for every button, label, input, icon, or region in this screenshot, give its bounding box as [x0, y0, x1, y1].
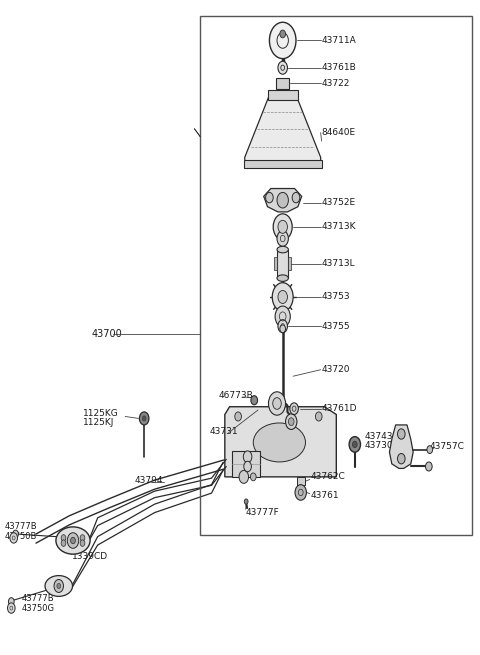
Text: 43752E: 43752E	[322, 198, 356, 207]
Circle shape	[61, 540, 66, 546]
Text: 1125KG: 1125KG	[83, 409, 118, 418]
Circle shape	[425, 462, 432, 471]
Circle shape	[278, 220, 288, 233]
Bar	[244, 160, 322, 168]
Text: 46773B: 46773B	[219, 391, 253, 400]
Circle shape	[292, 193, 300, 203]
Ellipse shape	[45, 576, 72, 596]
Text: 1125KJ: 1125KJ	[83, 419, 114, 428]
Circle shape	[280, 30, 286, 38]
Bar	[232, 451, 261, 477]
Circle shape	[265, 193, 273, 203]
Circle shape	[397, 429, 405, 440]
Text: 43750G: 43750G	[22, 603, 55, 612]
Circle shape	[272, 283, 293, 311]
Circle shape	[13, 530, 18, 538]
Text: 43720: 43720	[322, 365, 350, 374]
Circle shape	[290, 403, 299, 415]
Circle shape	[278, 320, 288, 333]
Circle shape	[349, 437, 360, 452]
Circle shape	[67, 533, 79, 548]
Circle shape	[142, 416, 146, 421]
Text: 1339CD: 1339CD	[72, 552, 108, 561]
Circle shape	[9, 597, 14, 605]
Bar	[276, 78, 289, 88]
Text: 43700: 43700	[92, 329, 123, 339]
Circle shape	[427, 445, 432, 453]
Text: 84640E: 84640E	[322, 128, 356, 137]
Polygon shape	[389, 425, 413, 468]
Circle shape	[8, 603, 15, 613]
Circle shape	[243, 451, 252, 462]
Ellipse shape	[56, 527, 90, 554]
Text: 43762C: 43762C	[310, 472, 345, 481]
Circle shape	[277, 231, 288, 246]
Bar	[288, 257, 291, 271]
Bar	[297, 477, 304, 485]
Text: 43711A: 43711A	[322, 36, 356, 45]
Circle shape	[80, 534, 85, 541]
Circle shape	[273, 398, 281, 409]
Bar	[274, 257, 277, 271]
Circle shape	[268, 392, 286, 415]
Circle shape	[352, 441, 357, 447]
Polygon shape	[245, 95, 321, 164]
Circle shape	[275, 306, 290, 327]
Text: 43777F: 43777F	[246, 508, 279, 517]
Circle shape	[286, 414, 297, 430]
Circle shape	[61, 534, 66, 541]
Circle shape	[80, 540, 85, 546]
Circle shape	[235, 412, 241, 421]
Text: 43757C: 43757C	[430, 443, 465, 451]
Text: 43777B: 43777B	[4, 523, 37, 531]
Circle shape	[288, 418, 294, 426]
Text: 43743D: 43743D	[364, 432, 400, 441]
Ellipse shape	[277, 246, 288, 253]
Bar	[200, 16, 472, 535]
Circle shape	[139, 412, 149, 425]
Circle shape	[278, 61, 288, 74]
Text: 43713L: 43713L	[322, 259, 355, 269]
Circle shape	[244, 499, 248, 504]
Ellipse shape	[277, 275, 288, 282]
Text: 43753: 43753	[322, 293, 350, 301]
Circle shape	[397, 453, 405, 464]
Text: 43731: 43731	[209, 427, 238, 436]
Bar	[267, 90, 298, 100]
Circle shape	[273, 214, 292, 240]
Polygon shape	[264, 189, 301, 212]
Circle shape	[71, 537, 75, 544]
Ellipse shape	[253, 423, 305, 462]
Text: 43777B: 43777B	[22, 595, 54, 603]
Circle shape	[54, 580, 63, 593]
Circle shape	[251, 473, 256, 481]
Text: 43713K: 43713K	[322, 222, 356, 231]
Text: 43761: 43761	[310, 491, 339, 500]
Circle shape	[280, 325, 286, 333]
Text: 43761B: 43761B	[322, 64, 356, 72]
Circle shape	[57, 584, 60, 589]
Circle shape	[277, 193, 288, 208]
Circle shape	[278, 290, 288, 303]
Circle shape	[315, 412, 322, 421]
Circle shape	[239, 470, 249, 483]
Circle shape	[10, 533, 17, 543]
Circle shape	[251, 396, 258, 405]
Text: 43794: 43794	[135, 476, 163, 485]
Bar	[277, 250, 288, 278]
Circle shape	[244, 461, 252, 472]
Text: 43730J: 43730J	[364, 441, 396, 450]
Circle shape	[269, 22, 296, 59]
Polygon shape	[225, 407, 336, 477]
Text: 43755: 43755	[322, 322, 350, 331]
Circle shape	[295, 485, 306, 500]
Text: 43750B: 43750B	[4, 532, 36, 541]
Text: 43722: 43722	[322, 79, 350, 88]
Text: 43761D: 43761D	[322, 404, 357, 413]
